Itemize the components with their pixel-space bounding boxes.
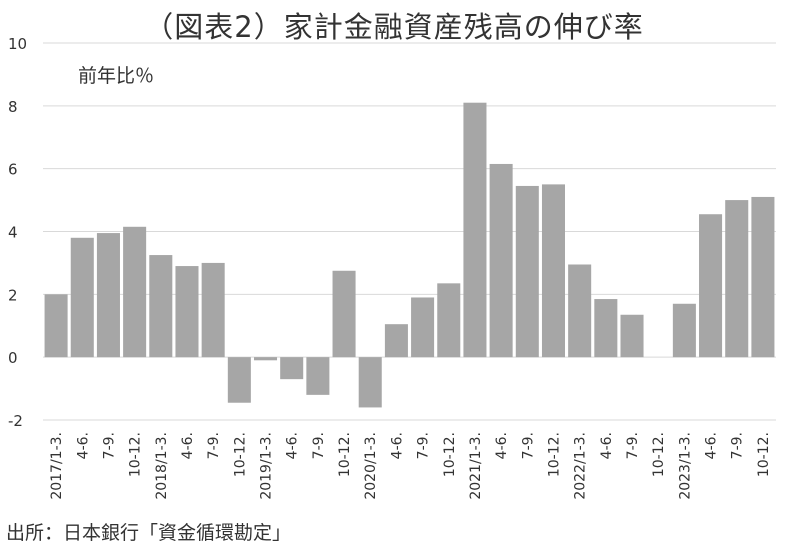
x-tick-label: 4-6. (285, 432, 301, 459)
y-tick-label: 0 (8, 349, 18, 367)
x-tick-label: 7-9. (311, 432, 327, 459)
x-tick-label: 2019/1-3. (259, 432, 275, 500)
bar (515, 185, 539, 358)
x-tick-label: 10-12. (128, 432, 144, 477)
bar (227, 357, 251, 403)
x-tick-label: 7-9. (101, 432, 117, 459)
y-axis-ticks: 10 8 6 4 2 0 -2 (8, 35, 27, 430)
x-tick-label: 2023/1-3. (677, 432, 693, 500)
y-axis-label: 前年比％ (78, 65, 154, 87)
bar (175, 266, 199, 358)
bars (44, 102, 775, 408)
x-tick-label: 2022/1-3. (573, 432, 589, 500)
bar (358, 357, 382, 408)
x-tick-label: 4-6. (599, 432, 615, 459)
bar (123, 226, 147, 358)
bar (384, 324, 408, 358)
y-tick-label: -2 (8, 412, 23, 430)
y-tick-label: 2 (8, 286, 18, 304)
x-tick-label: 4-6. (389, 432, 405, 459)
x-tick-label: 10-12. (337, 432, 353, 477)
bar (725, 200, 749, 358)
bar (280, 357, 304, 380)
bar (672, 303, 696, 358)
bar (70, 237, 94, 358)
chart-title: （図表2）家計金融資産残高の伸び率 (144, 10, 644, 44)
bar (44, 294, 68, 358)
bar (541, 184, 566, 358)
x-tick-label: 4-6. (494, 432, 510, 459)
bar (463, 102, 487, 358)
x-tick-label: 2018/1-3. (154, 432, 170, 500)
x-tick-label: 4-6. (180, 432, 196, 459)
y-tick-label: 4 (8, 224, 18, 242)
bar (149, 255, 173, 358)
bar (411, 297, 435, 358)
bar (751, 196, 775, 358)
bar (332, 270, 356, 358)
y-tick-label: 6 (8, 161, 18, 179)
x-tick-label: 2021/1-3. (468, 432, 484, 500)
bar (594, 299, 618, 358)
x-axis-ticks: 2017/1-3. 4-6. 7-9. 10-12. 2018/1-3. 4-6. 7-9.… (49, 432, 772, 500)
x-tick-label: 7-9. (625, 432, 641, 459)
bar (568, 264, 592, 358)
bar (253, 357, 278, 361)
x-tick-label: 10-12. (546, 432, 562, 477)
bar (699, 214, 723, 358)
y-tick-label: 10 (8, 35, 27, 53)
bar (620, 314, 644, 358)
x-tick-label: 7-9. (206, 432, 222, 459)
bar (489, 163, 513, 358)
chart-source: 出所：日本銀行「資金循環勘定」 (6, 522, 292, 544)
x-tick-label: 4-6. (704, 432, 720, 459)
x-tick-label: 4-6. (75, 432, 91, 459)
bar (201, 262, 225, 358)
y-tick-label: 8 (8, 98, 18, 116)
x-tick-label: 2017/1-3. (49, 432, 65, 500)
gridlines (43, 42, 776, 421)
x-tick-label: 7-9. (520, 432, 536, 459)
bar (306, 357, 330, 395)
x-tick-label: 10-12. (756, 432, 772, 477)
x-tick-label: 10-12. (442, 432, 458, 477)
x-tick-label: 7-9. (730, 432, 746, 459)
bar (437, 283, 461, 358)
x-tick-label: 10-12. (651, 432, 667, 477)
x-tick-label: 10-12. (232, 432, 248, 477)
x-tick-label: 2020/1-3. (363, 432, 379, 500)
bar (96, 233, 120, 358)
x-tick-label: 7-9. (416, 432, 432, 459)
